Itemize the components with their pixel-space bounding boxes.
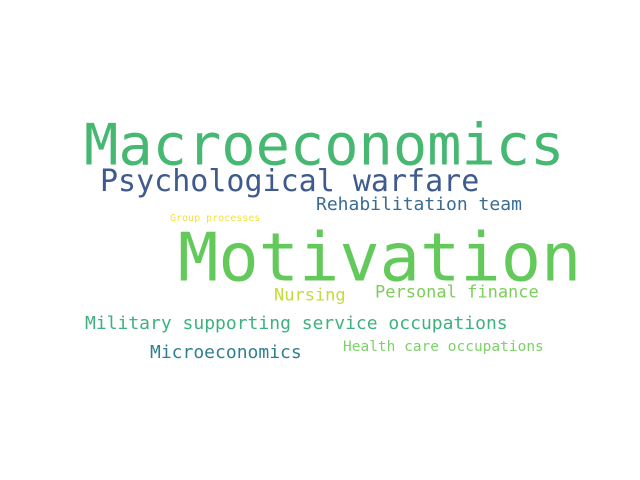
word-microeconomics: Microeconomics: [150, 342, 302, 363]
word-nursing: Nursing: [274, 285, 346, 306]
word-personal-finance: Personal finance: [375, 282, 539, 303]
word-psychological-warfare: Psychological warfare: [100, 164, 480, 199]
word-motivation: Motivation: [178, 218, 582, 297]
word-rehabilitation-team: Rehabilitation team: [316, 194, 522, 215]
word-group-processes: Group processes: [170, 213, 261, 224]
word-health-care-occupations: Health care occupations: [343, 338, 544, 355]
word-macroeconomics: Macroeconomics: [84, 112, 565, 179]
word-military-supporting-service-occupations: Military supporting service occupations: [85, 313, 508, 334]
